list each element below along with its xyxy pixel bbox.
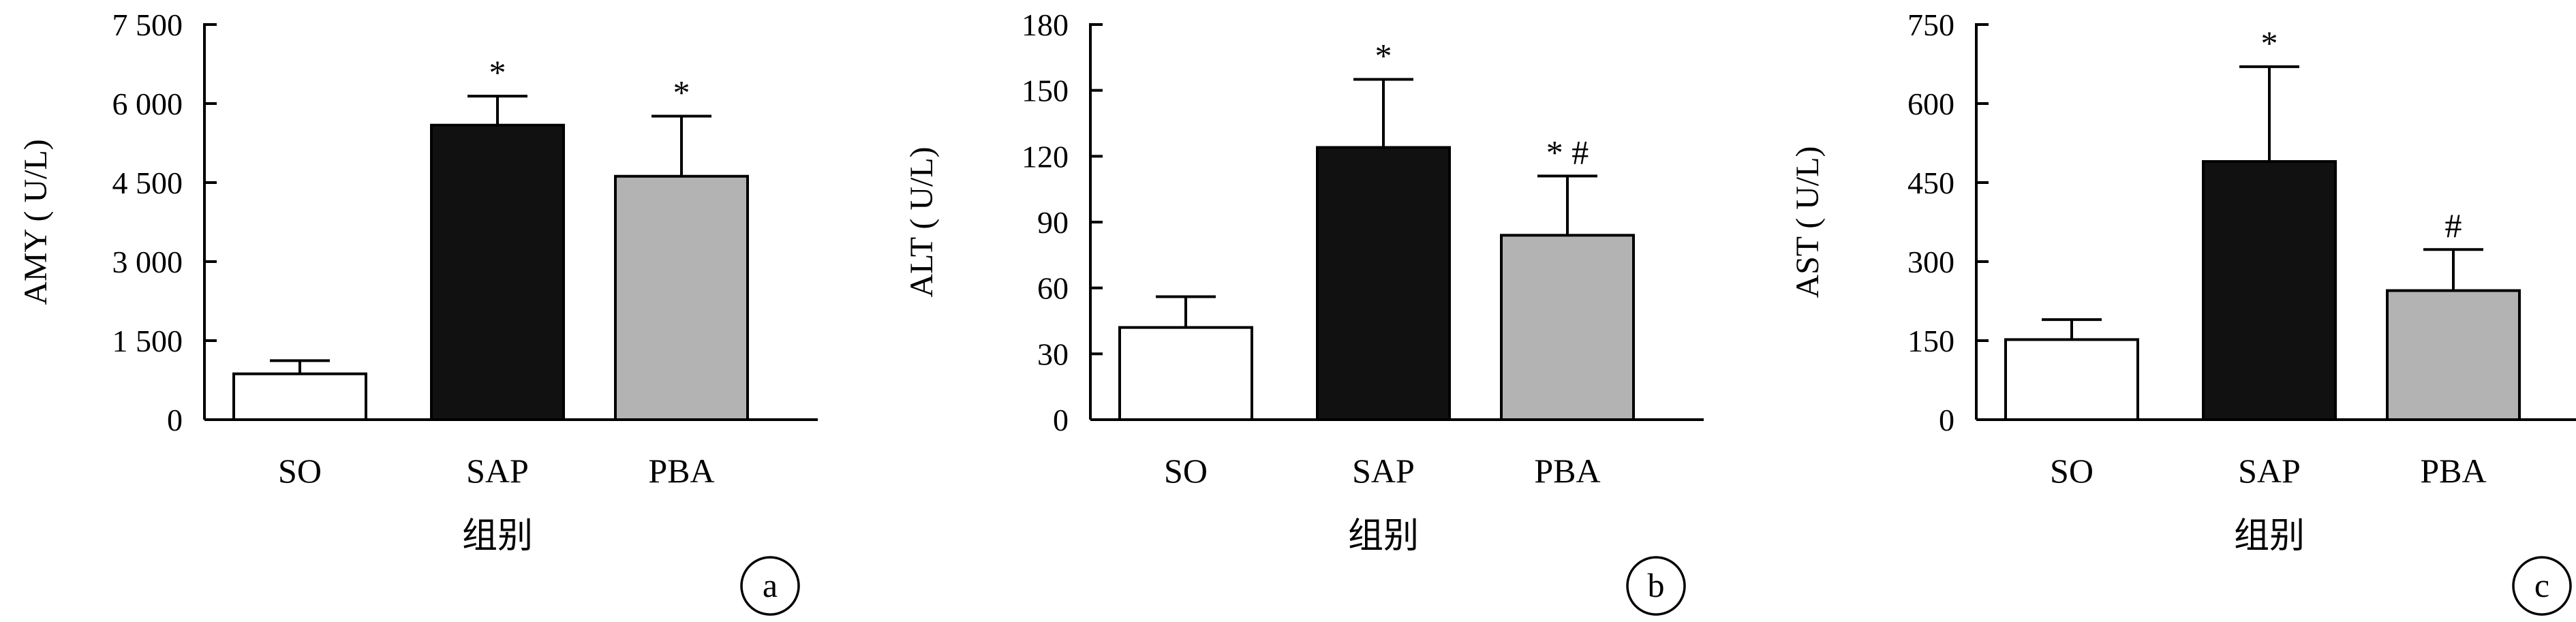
y-tick-label: 30 — [1037, 337, 1069, 371]
x-tick-label: SAP — [2238, 452, 2301, 490]
y-tick-label: 7 500 — [112, 7, 183, 42]
bar-so — [2004, 338, 2139, 422]
x-tick-label: SO — [278, 452, 322, 490]
x-tick-label: PBA — [648, 452, 714, 490]
bar-so — [232, 372, 367, 421]
y-tick-label: 0 — [167, 403, 183, 437]
x-tick-label: SAP — [1352, 452, 1415, 490]
y-tick-label: 0 — [1053, 403, 1069, 437]
significance-mark: * — [2261, 24, 2278, 62]
x-tick-label: SO — [2050, 452, 2094, 490]
y-tick-label: 180 — [1022, 7, 1069, 42]
y-tick-label: 0 — [1939, 403, 1954, 437]
bar-sap — [2202, 160, 2337, 421]
significance-mark: * # — [1546, 133, 1589, 171]
y-tick-label: 600 — [1907, 87, 1954, 121]
significance-mark: * — [489, 53, 506, 91]
x-axis-label: 组别 — [1348, 517, 1419, 556]
y-tick-label: 150 — [1022, 74, 1069, 108]
significance-mark: # — [2445, 206, 2462, 245]
bar-sap — [1316, 146, 1451, 421]
chart-panel-b: 0 30 60 90 120 150 180 ALT ( U/L) SO * SAP * # PBA 组别… — [904, 7, 1704, 616]
x-tick-label: SO — [1164, 452, 1208, 490]
y-tick-label: 1 500 — [112, 324, 183, 358]
y-tick-label: 150 — [1907, 324, 1954, 358]
y-tick-label: 300 — [1907, 245, 1954, 279]
bar-pba — [2386, 289, 2521, 421]
y-tick-label: 750 — [1907, 7, 1954, 42]
x-tick-label: PBA — [2420, 452, 2486, 490]
panel-label-circle — [1626, 556, 1686, 616]
panel-label: a — [763, 566, 778, 604]
panel-label-circle — [2512, 556, 2572, 616]
bar-pba — [1500, 234, 1635, 421]
bar-so — [1118, 326, 1253, 421]
bar-sap — [430, 123, 565, 421]
y-axis-label: AMY ( U/L) — [18, 139, 54, 305]
y-tick-label: 60 — [1037, 271, 1069, 306]
bar-pba — [614, 174, 749, 421]
panel-label: c — [2534, 566, 2549, 604]
chart-panel-a: 0 1 500 3 000 4 500 6 000 7 500 AMY ( U/L) SO * S… — [18, 7, 818, 616]
y-tick-label: 6 000 — [112, 87, 183, 121]
y-axis-label: ALT ( U/L) — [904, 146, 940, 297]
chart-panel-c: 0 150 300 450 600 750 AST ( U/L) SO * SAP # PBA 组别 c — [1790, 7, 2576, 616]
panel-label-circle — [740, 556, 800, 616]
y-axis-label: AST ( U/L) — [1790, 146, 1826, 298]
y-tick-label: 4 500 — [112, 166, 183, 200]
x-axis-label: 组别 — [2234, 517, 2305, 556]
y-tick-label: 120 — [1022, 139, 1069, 174]
significance-mark: * — [1375, 37, 1392, 75]
y-tick-label: 90 — [1037, 205, 1069, 240]
y-tick-label: 3 000 — [112, 245, 183, 279]
x-tick-label: PBA — [1534, 452, 1600, 490]
x-axis-label: 组别 — [462, 517, 533, 556]
y-tick-label: 450 — [1907, 166, 1954, 200]
panel-label: b — [1648, 566, 1665, 604]
x-tick-label: SAP — [466, 452, 529, 490]
significance-mark: * — [673, 74, 690, 112]
